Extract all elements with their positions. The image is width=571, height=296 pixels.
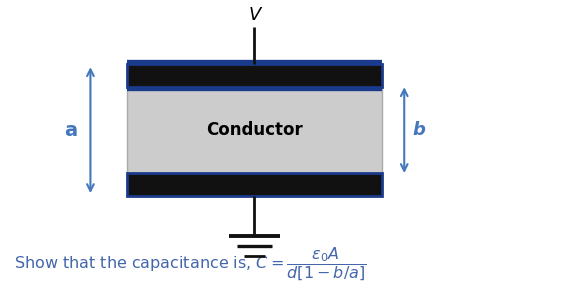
- Text: Show that the capacitance is, $\mathit{C} = \dfrac{\epsilon_0 A}{d[1-b/a]}$: Show that the capacitance is, $\mathit{C…: [14, 246, 367, 283]
- Text: a: a: [64, 121, 77, 140]
- Bar: [127, 173, 381, 196]
- Text: b: b: [412, 121, 425, 139]
- Text: V: V: [248, 6, 260, 24]
- Bar: [127, 64, 381, 87]
- Bar: [127, 84, 381, 176]
- Text: Conductor: Conductor: [206, 121, 303, 139]
